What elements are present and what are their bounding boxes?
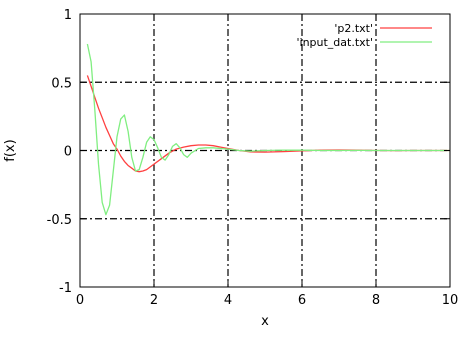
series-line-1 [86, 75, 450, 173]
ticks: 0 2 4 6 8 10 -1 -0.5 0 0.5 1 [47, 8, 459, 308]
y-tick-label: -0.5 [47, 213, 72, 228]
legend: 'p2.txt''input_dat.txt' [296, 22, 432, 49]
x-tick-label: 8 [372, 293, 380, 308]
x-axis-label: x [261, 314, 269, 329]
series-layer [86, 43, 450, 216]
y-tick-label: 0.5 [51, 76, 72, 91]
legend-label: 'input_dat.txt' [296, 36, 373, 49]
y-axis-label: f(x) [3, 139, 18, 161]
x-tick-label: 10 [442, 293, 459, 308]
series-line-2 [86, 43, 450, 216]
x-tick-label: 0 [76, 293, 84, 308]
y-tick-label: 0 [64, 145, 72, 160]
y-tick-label: 1 [64, 8, 72, 23]
x-tick-label: 4 [224, 293, 232, 308]
legend-label: 'p2.txt' [334, 22, 373, 35]
y-tick-label: -1 [59, 281, 72, 296]
x-tick-label: 2 [150, 293, 158, 308]
x-tick-label: 6 [298, 293, 306, 308]
